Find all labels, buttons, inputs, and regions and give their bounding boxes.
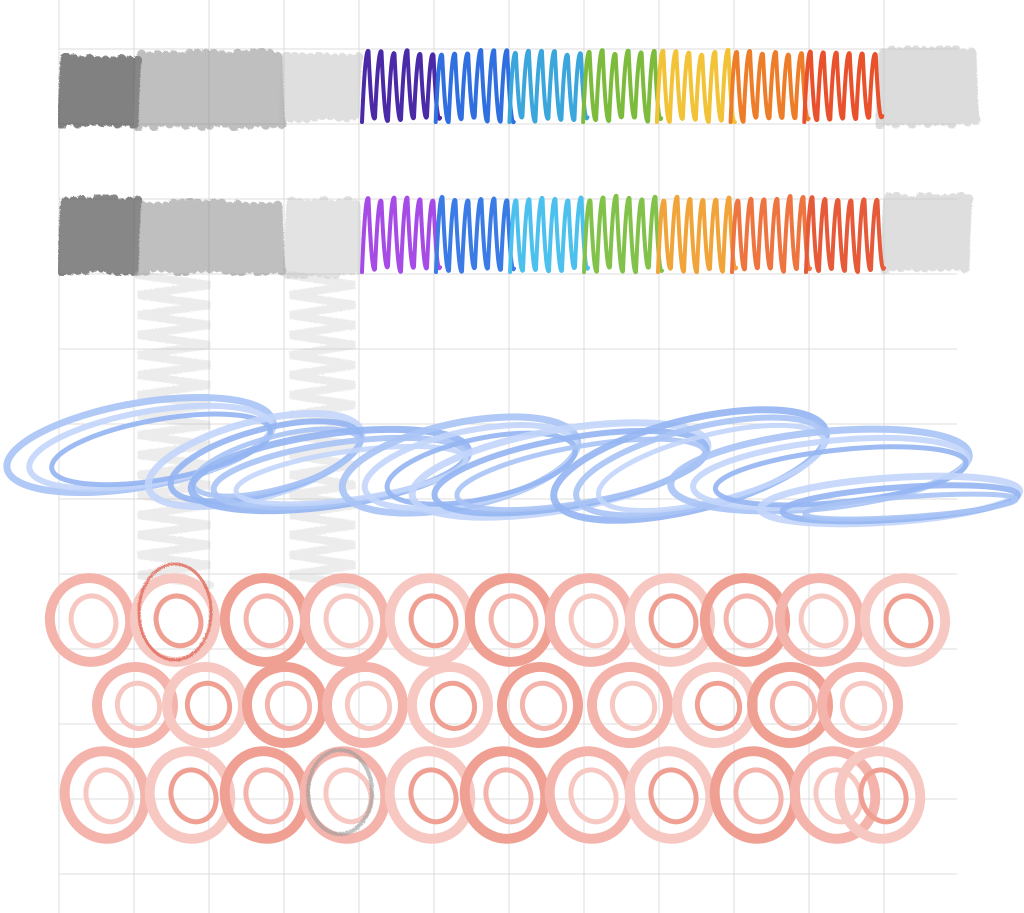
pink-circle <box>59 746 151 844</box>
pink-circle <box>384 573 476 667</box>
graphite-block-mid <box>133 47 287 132</box>
pink-circle-inner <box>609 680 658 731</box>
graphite-block-dark <box>57 193 143 277</box>
rainbow-zigzag-segment <box>802 49 885 124</box>
pink-circle-inner <box>488 593 539 649</box>
pink-circle-inner <box>408 767 459 825</box>
pink-circle-inner <box>648 767 699 825</box>
rainbow-zigzag-segment <box>360 48 442 124</box>
pink-circle-inner <box>568 593 619 649</box>
pink-circle-inner <box>648 593 699 649</box>
pink-circle <box>242 662 328 748</box>
red-pencil-circle <box>137 562 213 662</box>
pink-circle-inner <box>243 593 294 649</box>
pink-circle <box>624 746 716 844</box>
blue-scribble-loop <box>233 443 469 507</box>
pink-circle-inner <box>114 680 163 731</box>
pink-circle <box>459 746 551 844</box>
graphite-block-mid <box>133 197 287 277</box>
pink-circle <box>774 573 866 667</box>
pink-circle <box>789 746 881 844</box>
pink-circle-inner <box>429 680 478 731</box>
smudge-block <box>875 45 981 130</box>
pink-circle <box>834 746 926 844</box>
smudge-block <box>880 191 974 275</box>
pink-circle <box>544 573 636 667</box>
blue-scribble-strokes <box>3 393 1024 528</box>
graphite-block-light <box>278 51 364 125</box>
graphite-block-light <box>283 195 365 280</box>
pink-circle-inner <box>323 593 374 649</box>
rainbow-zigzag-strokes <box>360 48 886 274</box>
pink-circle-inner <box>769 680 818 731</box>
pink-circle-inner <box>839 680 888 731</box>
rainbow-zigzag-segment <box>581 48 664 124</box>
pink-circle <box>219 573 311 667</box>
pink-circle-inner <box>568 767 619 825</box>
pink-circle-inner <box>344 680 393 731</box>
rainbow-zigzag-segment <box>508 195 590 274</box>
pink-circle-inner <box>184 680 233 731</box>
pink-circle <box>129 573 221 667</box>
rainbow-zigzag-segment <box>728 49 811 124</box>
rainbow-zigzag-segment <box>804 195 886 274</box>
rainbow-zigzag-segment <box>360 195 442 274</box>
rainbow-zigzag-segment <box>730 194 812 274</box>
pink-circle-strokes <box>44 562 951 844</box>
pink-circle <box>464 573 556 667</box>
pink-circle-inner <box>323 767 374 825</box>
pink-circle-inner <box>243 767 294 825</box>
pink-circle-inner <box>883 593 934 649</box>
rainbow-zigzag-segment <box>507 48 590 124</box>
rainbow-zigzag-segment <box>433 48 516 124</box>
rainbow-zigzag-segment <box>656 194 738 274</box>
pink-circle-inner <box>483 767 534 825</box>
pink-circle-inner <box>83 767 134 825</box>
pink-circle <box>497 662 583 748</box>
pink-circle-inner <box>858 767 909 825</box>
blue-scribble-loop <box>802 491 1019 522</box>
pink-circle <box>587 662 673 748</box>
grey-pencil-circle <box>306 748 374 836</box>
blue-scribble-loop <box>454 436 708 513</box>
pink-circle <box>299 573 391 667</box>
pink-circle-inner <box>694 680 743 731</box>
pink-circle-inner <box>723 593 774 649</box>
pink-circle <box>162 662 248 748</box>
pink-circle-inner <box>153 593 204 649</box>
pink-circle-inner <box>798 593 849 649</box>
pink-circle <box>407 662 493 748</box>
pink-circle <box>44 573 136 667</box>
rainbow-zigzag-segment <box>434 195 516 274</box>
pink-circle-inner <box>519 680 568 731</box>
rainbow-zigzag-segment <box>654 48 737 124</box>
pink-circle <box>817 662 903 748</box>
pink-circle-inner <box>264 680 313 731</box>
graphite-block-dark <box>57 52 143 130</box>
rainbow-zigzag-segment <box>582 194 664 274</box>
pink-circle <box>859 573 951 667</box>
graphite-vertical-streak <box>134 271 214 589</box>
pink-circle-inner <box>168 767 219 825</box>
pink-circle-inner <box>733 767 784 825</box>
pink-circle-inner <box>408 593 459 649</box>
pink-circle-inner <box>68 593 119 649</box>
pink-circle <box>322 662 408 748</box>
